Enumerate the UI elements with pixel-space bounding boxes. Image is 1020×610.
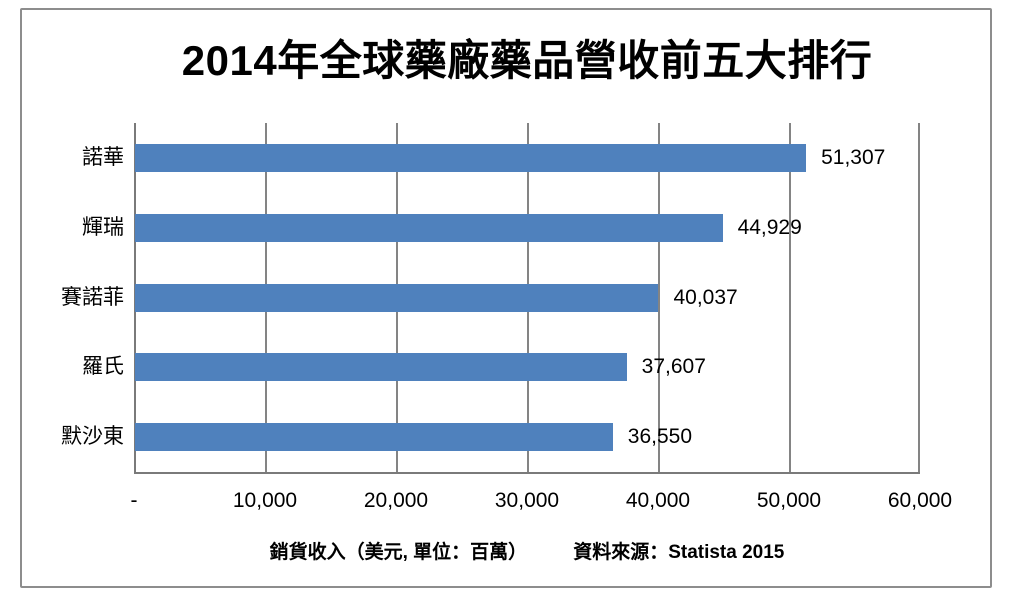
x-tick-label: 30,000 xyxy=(494,489,560,512)
gridline xyxy=(918,123,920,472)
x-tick-label: 40,000 xyxy=(625,489,691,512)
x-tick-label: 20,000 xyxy=(363,489,429,512)
bar-value-label: 40,037 xyxy=(673,285,738,309)
bar-value-label: 44,929 xyxy=(737,215,802,239)
category-label: 輝瑞 xyxy=(82,215,124,239)
data-source-label: 資料來源：Statista 2015 xyxy=(573,542,785,563)
plot-area: 51,307 44,929 40,037 37,607 36,550 xyxy=(134,123,920,474)
x-axis-line xyxy=(134,472,920,474)
axis-caption: 銷貨收入（美元, 單位：百萬） 資料來源：Statista 2015 xyxy=(134,537,920,564)
bar-value-label: 37,607 xyxy=(641,355,706,379)
bar xyxy=(135,353,627,382)
bar-value-label: 36,550 xyxy=(627,425,693,449)
category-label: 默沙東 xyxy=(61,425,124,449)
x-tick-label: - xyxy=(130,489,138,512)
x-axis-label: 銷貨收入（美元, 單位：百萬） xyxy=(269,542,528,563)
x-tick-label: 10,000 xyxy=(232,489,298,512)
bar xyxy=(135,283,659,312)
chart-title: 2014年全球藥廠藥品營收前五大排行 xyxy=(181,37,873,84)
bar xyxy=(135,213,723,242)
x-tick-label: 60,000 xyxy=(887,489,953,512)
gridline xyxy=(789,123,791,472)
category-label: 賽諾菲 xyxy=(61,285,124,309)
bar-value-label: 51,307 xyxy=(821,145,886,169)
category-axis-labels: 諾華輝瑞賽諾菲羅氏默沙東 xyxy=(28,123,124,472)
bar xyxy=(135,423,613,452)
x-tick-label: 50,000 xyxy=(756,489,822,512)
category-label: 羅氏 xyxy=(82,355,124,379)
bar xyxy=(135,143,807,172)
gridline xyxy=(658,123,660,472)
x-axis-tick-labels: - 10,000 20,000 30,000 40,000 50,000 60,000 xyxy=(130,489,953,515)
category-label: 諾華 xyxy=(82,145,124,169)
